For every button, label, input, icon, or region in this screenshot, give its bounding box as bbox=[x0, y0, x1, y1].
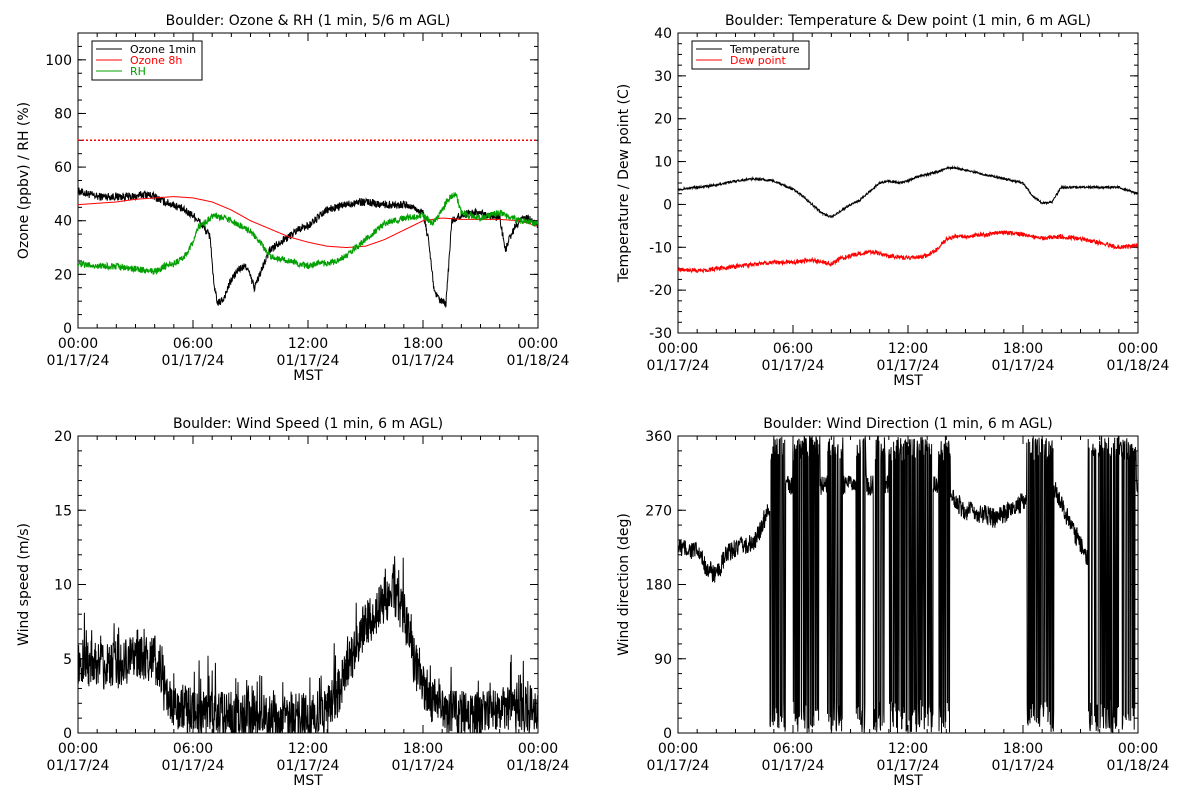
y-tick-label: 10 bbox=[654, 155, 672, 171]
x-tick-date: 01/18/24 bbox=[507, 353, 570, 369]
legend-label: Dew point bbox=[730, 54, 786, 67]
x-tick-label: 06:00 bbox=[773, 741, 813, 757]
x-tick-date: 01/17/24 bbox=[647, 358, 710, 374]
x-tick-date: 01/17/24 bbox=[392, 758, 455, 774]
y-tick-label: 0 bbox=[663, 197, 672, 213]
legend-label: Temperature bbox=[729, 43, 800, 56]
x-tick-label: 00:00 bbox=[658, 741, 698, 757]
y-tick-label: 20 bbox=[654, 112, 672, 128]
x-tick-date: 01/17/24 bbox=[392, 353, 455, 369]
x-tick-label: 18:00 bbox=[403, 741, 443, 757]
y-tick-label: 100 bbox=[45, 53, 72, 69]
chart-title: Boulder: Temperature & Dew point (1 min,… bbox=[725, 13, 1091, 29]
y-tick-label: 60 bbox=[54, 160, 72, 176]
y-tick-label: 360 bbox=[645, 429, 672, 445]
x-tick-date: 01/17/24 bbox=[47, 353, 110, 369]
x-tick-date: 01/17/24 bbox=[162, 758, 225, 774]
x-tick-date: 01/18/24 bbox=[507, 758, 570, 774]
x-tick-date: 01/18/24 bbox=[1107, 758, 1170, 774]
y-tick-label: -30 bbox=[649, 326, 672, 342]
x-tick-label: 00:00 bbox=[658, 341, 698, 357]
x-axis-label: MST bbox=[293, 368, 323, 384]
y-axis-label: Wind direction (deg) bbox=[616, 513, 632, 656]
x-tick-date: 01/17/24 bbox=[877, 758, 940, 774]
y-tick-label: 180 bbox=[645, 578, 672, 594]
y-tick-label: 0 bbox=[663, 726, 672, 742]
x-tick-label: 12:00 bbox=[288, 336, 328, 352]
y-tick-label: -20 bbox=[649, 283, 672, 299]
chart-temp-dew: Boulder: Temperature & Dew point (1 min,… bbox=[616, 13, 1170, 389]
y-tick-label: 30 bbox=[654, 69, 672, 85]
x-tick-date: 01/17/24 bbox=[762, 358, 825, 374]
y-axis-label: Wind speed (m/s) bbox=[16, 523, 32, 646]
chart-ozone-rh: Boulder: Ozone & RH (1 min, 5/6 m AGL)00… bbox=[16, 13, 570, 384]
x-tick-date: 01/17/24 bbox=[877, 358, 940, 374]
plot-frame bbox=[677, 435, 1139, 734]
legend-box bbox=[691, 40, 810, 70]
x-tick-label: 18:00 bbox=[1003, 741, 1043, 757]
series-line-data bbox=[78, 556, 538, 733]
y-tick-label: 20 bbox=[54, 267, 72, 283]
x-tick-date: 01/17/24 bbox=[647, 758, 710, 774]
y-tick-label: 20 bbox=[54, 429, 72, 445]
series-line-rh bbox=[78, 191, 538, 276]
x-tick-label: 00:00 bbox=[1118, 341, 1158, 357]
series-line-dew-point bbox=[678, 230, 1138, 274]
x-tick-label: 00:00 bbox=[1118, 741, 1158, 757]
x-tick-label: 18:00 bbox=[403, 336, 443, 352]
y-tick-label: 40 bbox=[54, 214, 72, 230]
x-tick-date: 01/17/24 bbox=[277, 353, 340, 369]
chart-wind-speed: Boulder: Wind Speed (1 min, 6 m AGL) 00:0… bbox=[16, 416, 570, 789]
x-tick-label: 12:00 bbox=[888, 741, 928, 757]
x-tick-label: 18:00 bbox=[1003, 341, 1043, 357]
series-line-data bbox=[678, 436, 1138, 733]
y-axis-label: Temperature / Dew point (C) bbox=[616, 84, 632, 283]
x-tick-date: 01/17/24 bbox=[277, 758, 340, 774]
legend-label: Ozone 8h bbox=[130, 54, 182, 67]
y-tick-label: -10 bbox=[649, 240, 672, 256]
x-tick-date: 01/17/24 bbox=[162, 353, 225, 369]
x-tick-label: 00:00 bbox=[518, 336, 558, 352]
x-tick-date: 01/17/24 bbox=[992, 358, 1055, 374]
x-tick-label: 06:00 bbox=[173, 741, 213, 757]
chart-wind-dir: Boulder: Wind Direction (1 min, 6 m AGL)… bbox=[616, 416, 1170, 789]
plot-frame bbox=[677, 32, 1139, 334]
chart-title: Boulder: Wind Direction (1 min, 6 m AGL) bbox=[763, 416, 1052, 432]
x-tick-date: 01/17/24 bbox=[47, 758, 110, 774]
y-tick-label: 15 bbox=[54, 503, 72, 519]
y-tick-label: 80 bbox=[54, 106, 72, 122]
x-tick-date: 01/17/24 bbox=[992, 758, 1055, 774]
x-tick-label: 00:00 bbox=[58, 336, 98, 352]
legend-label: RH bbox=[130, 65, 146, 78]
x-axis-label: MST bbox=[293, 773, 323, 789]
x-tick-label: 00:00 bbox=[518, 741, 558, 757]
y-tick-label: 10 bbox=[54, 578, 72, 594]
chart-title: Boulder: Wind Speed (1 min, 6 m AGL) bbox=[173, 416, 443, 432]
plot-frame bbox=[77, 435, 539, 734]
x-tick-label: 12:00 bbox=[888, 341, 928, 357]
x-tick-label: 12:00 bbox=[288, 741, 328, 757]
y-tick-label: 0 bbox=[63, 321, 72, 337]
series-line-ozone-8h bbox=[78, 196, 538, 248]
x-axis-label: MST bbox=[893, 773, 923, 789]
y-tick-label: 40 bbox=[654, 26, 672, 42]
legend-label: Ozone 1min bbox=[130, 43, 196, 56]
x-tick-date: 01/18/24 bbox=[1107, 358, 1170, 374]
x-tick-label: 06:00 bbox=[773, 341, 813, 357]
y-tick-label: 270 bbox=[645, 503, 672, 519]
series-line-temperature bbox=[678, 165, 1138, 219]
y-axis-label: Ozone (ppbv) / RH (%) bbox=[16, 102, 32, 259]
chart-title: Boulder: Ozone & RH (1 min, 5/6 m AGL) bbox=[166, 13, 451, 29]
series-line-ozone-1min bbox=[78, 187, 538, 309]
y-tick-label: 5 bbox=[63, 652, 72, 668]
x-tick-label: 06:00 bbox=[173, 336, 213, 352]
y-tick-label: 0 bbox=[63, 726, 72, 742]
x-tick-date: 01/17/24 bbox=[762, 758, 825, 774]
x-tick-label: 00:00 bbox=[58, 741, 98, 757]
x-axis-label: MST bbox=[893, 373, 923, 389]
y-tick-label: 90 bbox=[654, 652, 672, 668]
